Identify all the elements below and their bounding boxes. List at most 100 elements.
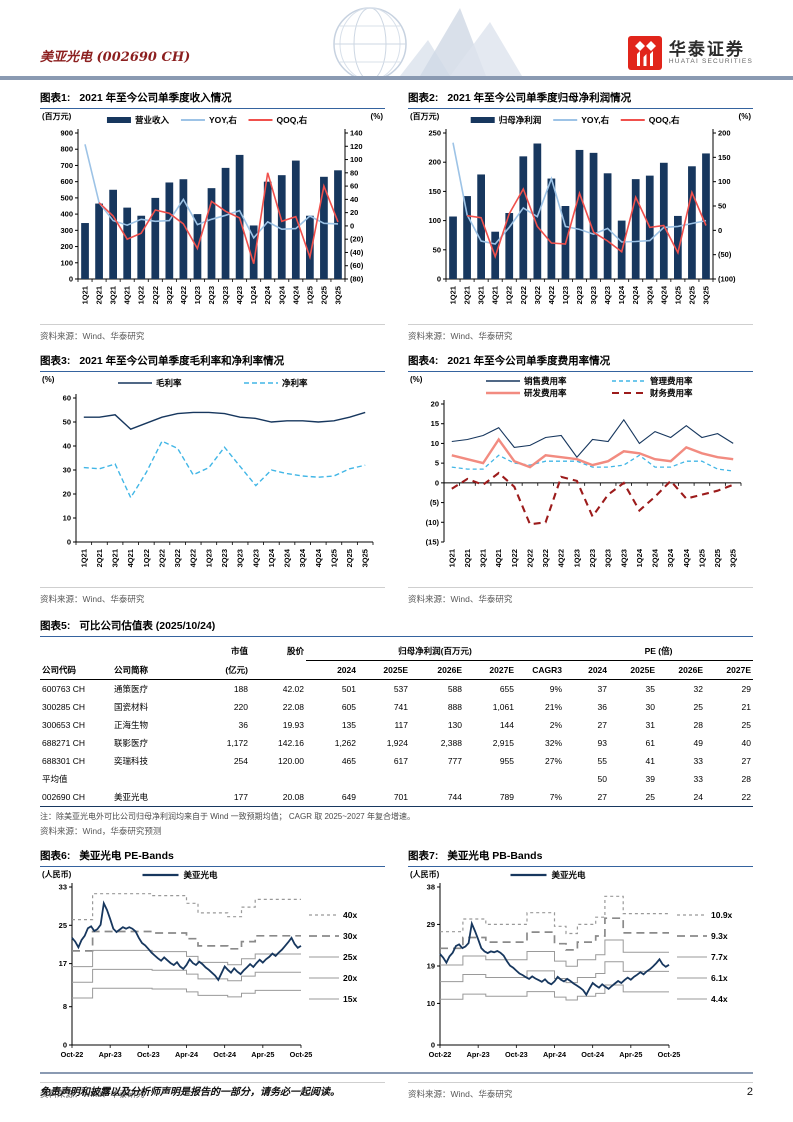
svg-text:30x: 30x: [343, 931, 357, 941]
svg-text:Oct-23: Oct-23: [505, 1050, 528, 1059]
band-9.3x: [440, 916, 669, 951]
series-0: [452, 142, 707, 245]
chart4-svg: (%) (15) (10) (5) 0 5 10 15 20 1Q21 2Q21 3Q21 4Q21 1Q…: [410, 375, 742, 567]
figure-4-title: 图表4: 2021 年至今公司单季度费用率情况: [408, 353, 753, 372]
band-40x: [72, 892, 301, 920]
watermark-graphic: [333, 7, 522, 76]
svg-text:4Q24: 4Q24: [314, 548, 323, 567]
svg-text:(10): (10): [426, 518, 440, 527]
svg-text:4.4x: 4.4x: [711, 994, 728, 1004]
svg-text:20x: 20x: [343, 973, 357, 983]
svg-text:0: 0: [435, 478, 439, 487]
figure-7-source: 资料来源：Wind、华泰研究: [408, 1081, 753, 1100]
svg-text:600: 600: [60, 177, 73, 186]
svg-text:QOQ,右: QOQ,右: [649, 115, 680, 125]
svg-text:(%): (%): [371, 112, 384, 121]
svg-text:3Q24: 3Q24: [645, 285, 654, 304]
svg-text:400: 400: [60, 210, 73, 219]
svg-text:(%): (%): [739, 112, 752, 121]
table-source: 资料来源：Wind，华泰研究预测: [40, 825, 162, 836]
svg-text:2Q25: 2Q25: [345, 549, 354, 567]
svg-text:4Q21: 4Q21: [494, 549, 503, 567]
band-30x: [72, 930, 301, 952]
svg-text:700: 700: [60, 161, 73, 170]
svg-text:Oct-25: Oct-25: [290, 1050, 313, 1059]
net-profit-quarterly-chart: (百万元) (%) 0 50 100 150 200 250 (100) (50) 0 50 100 15…: [408, 109, 753, 321]
svg-text:15: 15: [431, 419, 439, 428]
svg-text:1Q24: 1Q24: [617, 285, 626, 304]
expense-ratio-chart: (%) (15) (10) (5) 0 5 10 15 20 1Q21 2Q21 3Q21 4Q21 1Q…: [408, 372, 753, 584]
svg-text:3Q22: 3Q22: [165, 286, 174, 304]
figure-7: 图表7: 美亚光电 PB-Bands (人民币) 0 10 19 29 38 Oct-22 A…: [408, 848, 753, 1100]
svg-text:Apr-25: Apr-25: [619, 1050, 642, 1059]
svg-text:2Q22: 2Q22: [525, 549, 534, 567]
svg-text:(%): (%): [410, 375, 423, 384]
chart2-svg: (百万元) (%) 0 50 100 150 200 250 (100) (50) 0 50 100 15…: [410, 112, 752, 304]
svg-text:17: 17: [59, 959, 67, 968]
figure-4: 图表4: 2021 年至今公司单季度费用率情况 (%) (15) (10) (5) 0 5…: [408, 353, 753, 605]
figure-5-label: 图表5:: [40, 620, 71, 632]
figure-1-label: 图表1:: [40, 92, 71, 104]
figure-4-caption: 2021 年至今公司单季度费用率情况: [447, 355, 611, 367]
series-1: [83, 440, 366, 500]
svg-text:1Q22: 1Q22: [510, 549, 519, 567]
series-0: [451, 418, 734, 459]
svg-text:(20): (20): [350, 235, 364, 244]
svg-text:2Q25: 2Q25: [713, 549, 722, 567]
svg-text:2Q22: 2Q22: [157, 549, 166, 567]
svg-text:4Q23: 4Q23: [603, 286, 612, 304]
series-2: [451, 437, 734, 469]
svg-text:150: 150: [718, 153, 731, 162]
series-0: [83, 411, 366, 431]
svg-text:2Q24: 2Q24: [651, 548, 660, 567]
svg-text:2Q21: 2Q21: [463, 286, 472, 304]
svg-text:管理费用率: 管理费用率: [650, 376, 693, 386]
svg-text:2Q21: 2Q21: [463, 549, 472, 567]
svg-text:2Q21: 2Q21: [95, 549, 104, 567]
svg-text:29: 29: [427, 919, 435, 928]
table-header-row: 公司代码 公司简称 (亿元) 2024 2025E 2026E 2027E CAGR3 2024…: [40, 660, 754, 680]
chart1-svg: (百万元) (%)0100200300400500600700800900(80)…: [42, 112, 384, 304]
svg-text:(百万元): (百万元): [410, 112, 440, 121]
svg-text:15x: 15x: [343, 994, 357, 1004]
svg-text:美亚光电: 美亚光电: [184, 870, 219, 880]
svg-text:100: 100: [60, 258, 73, 267]
svg-text:(15): (15): [426, 538, 440, 547]
band-15x: [72, 987, 301, 998]
svg-text:60: 60: [350, 182, 358, 191]
huatai-logo-text: 华泰证券 HUATAI SECURITIES: [668, 39, 753, 65]
svg-text:3Q25: 3Q25: [701, 286, 710, 304]
stock-title: 美亚光电 (002690 CH): [40, 50, 191, 65]
svg-text:0: 0: [718, 226, 722, 235]
svg-text:4Q22: 4Q22: [179, 286, 188, 304]
logo-cn: 华泰证券: [668, 39, 745, 59]
figure-5-title: 图表5: 可比公司估值表 (2025/10/24): [40, 618, 753, 637]
series-1: [466, 187, 707, 260]
figure-3: 图表3: 2021 年至今公司单季度毛利率和净利率情况 (%) 0 10 20 30 40…: [40, 353, 385, 605]
figure-7-caption: 美亚光电 PB-Bands: [447, 849, 543, 862]
svg-text:2Q23: 2Q23: [575, 286, 584, 304]
margin-chart: (%) 0 10 20 30 40 50 60 1Q21 2Q21 3Q21 4Q21 1Q22 2Q22…: [40, 372, 385, 584]
svg-text:3Q23: 3Q23: [604, 549, 613, 567]
price-line: [71, 899, 302, 982]
svg-text:2Q22: 2Q22: [151, 286, 160, 304]
huatai-logo-icon: [627, 36, 662, 70]
svg-text:2Q24: 2Q24: [631, 285, 640, 304]
svg-text:100: 100: [718, 177, 731, 186]
svg-text:(50): (50): [718, 250, 732, 259]
svg-text:8: 8: [63, 1002, 67, 1011]
svg-text:6.1x: 6.1x: [711, 973, 728, 983]
svg-text:0: 0: [63, 1040, 67, 1049]
svg-text:Oct-22: Oct-22: [429, 1050, 452, 1059]
svg-text:25x: 25x: [343, 952, 357, 962]
table-row: 688271 CH 联影医疗 1,172 142.16 1,262 1,924 2,388 2…: [42, 737, 752, 748]
figure-6-title: 图表6: 美亚光电 PE-Bands: [40, 848, 385, 867]
svg-text:3Q21: 3Q21: [479, 549, 488, 567]
report-body: 图表1: 2021 年至今公司单季度收入情况 (百万元) (%) 0 100 200 30…: [40, 90, 754, 1100]
svg-text:50: 50: [433, 245, 441, 254]
bars: [449, 143, 710, 279]
figure-2-label: 图表2:: [408, 92, 439, 104]
svg-text:1Q21: 1Q21: [79, 549, 88, 567]
svg-text:5: 5: [435, 459, 439, 468]
